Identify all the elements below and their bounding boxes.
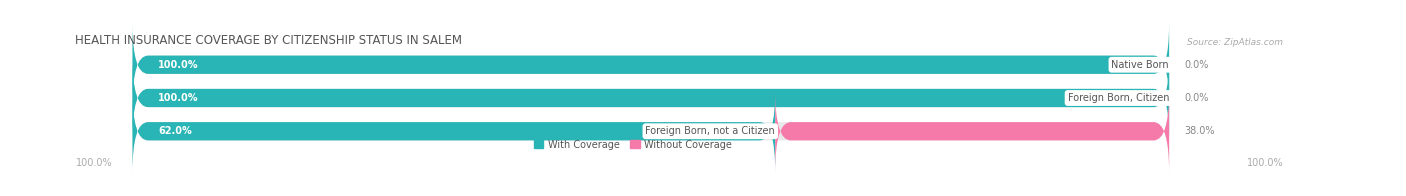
FancyBboxPatch shape xyxy=(775,91,1170,172)
FancyBboxPatch shape xyxy=(132,24,1170,105)
Text: Foreign Born, not a Citizen: Foreign Born, not a Citizen xyxy=(645,126,775,136)
Text: HEALTH INSURANCE COVERAGE BY CITIZENSHIP STATUS IN SALEM: HEALTH INSURANCE COVERAGE BY CITIZENSHIP… xyxy=(76,34,463,47)
Text: 100.0%: 100.0% xyxy=(159,60,198,70)
FancyBboxPatch shape xyxy=(132,24,1170,105)
Text: 100.0%: 100.0% xyxy=(159,93,198,103)
Text: Source: ZipAtlas.com: Source: ZipAtlas.com xyxy=(1187,38,1284,47)
FancyBboxPatch shape xyxy=(132,57,1170,139)
Text: 100.0%: 100.0% xyxy=(76,158,112,168)
Text: 62.0%: 62.0% xyxy=(159,126,193,136)
Legend: With Coverage, Without Coverage: With Coverage, Without Coverage xyxy=(530,136,737,153)
FancyBboxPatch shape xyxy=(132,91,775,172)
FancyBboxPatch shape xyxy=(132,57,1170,139)
Text: 100.0%: 100.0% xyxy=(1247,158,1284,168)
Text: Foreign Born, Citizen: Foreign Born, Citizen xyxy=(1067,93,1170,103)
Text: 0.0%: 0.0% xyxy=(1185,93,1209,103)
Text: 0.0%: 0.0% xyxy=(1185,60,1209,70)
Text: Native Born: Native Born xyxy=(1112,60,1170,70)
FancyBboxPatch shape xyxy=(132,91,1170,172)
Text: 38.0%: 38.0% xyxy=(1185,126,1215,136)
